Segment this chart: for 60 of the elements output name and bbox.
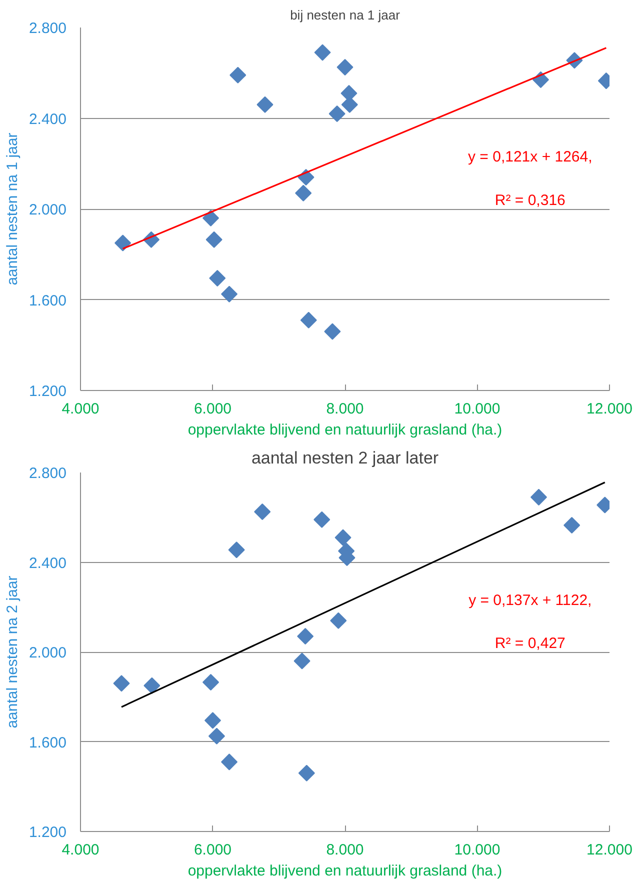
point	[294, 652, 310, 670]
point	[298, 168, 314, 186]
x-tick-label: 8.000	[326, 400, 364, 418]
point	[314, 44, 331, 61]
y-tick-label: 1.600	[28, 734, 67, 752]
point	[330, 612, 347, 629]
x-tick-label: 4.000	[62, 842, 100, 858]
chart-title: aantal nesten 2 jaar later	[251, 448, 439, 468]
y-tick-label: 2.400	[28, 110, 67, 128]
y-tick-label: 2.800	[28, 465, 67, 482]
point	[114, 234, 132, 252]
x-axis-title: oppervlakte blijvend en natuurlijk grasland (ha.)	[188, 422, 502, 438]
point	[530, 488, 548, 506]
annotation: R² = 0,316	[494, 192, 566, 209]
y-tick-label: 2.800	[28, 20, 67, 37]
point	[208, 728, 225, 744]
point	[324, 323, 341, 340]
point	[314, 511, 330, 528]
annotation: y = 0,121x + 1264,	[468, 148, 592, 166]
y-tick-label: 1.200	[28, 824, 67, 841]
chart-title: bij nesten na 1 jaar	[290, 8, 401, 22]
point	[334, 529, 352, 546]
point	[209, 270, 226, 286]
point	[256, 96, 274, 113]
y-tick-label: 2.000	[28, 644, 67, 662]
y-tick-label: 2.000	[28, 202, 67, 218]
annotation: R² = 0,427	[494, 635, 566, 652]
point	[221, 754, 238, 770]
y-tick-label: 1.600	[28, 292, 67, 310]
y-axis-title: aantal nesten na 1 jaar	[4, 132, 21, 286]
point	[298, 764, 315, 782]
point	[564, 516, 580, 534]
point	[297, 628, 314, 645]
x-tick-label: 12.000	[586, 400, 632, 418]
x-tick-label: 4.000	[62, 400, 100, 418]
x-tick-label: 10.000	[454, 842, 500, 858]
point	[328, 105, 346, 122]
y-tick-label: 1.200	[28, 383, 67, 400]
point	[113, 675, 130, 692]
point	[300, 312, 317, 328]
point	[221, 286, 238, 302]
y-axis-title: aantal nesten na 2 jaar	[4, 576, 21, 728]
point	[204, 712, 222, 729]
x-tick-label: 6.000	[194, 842, 232, 858]
y-tick-label: 2.400	[28, 554, 67, 572]
x-tick-label: 12.000	[586, 842, 632, 858]
x-tick-label: 8.000	[326, 842, 364, 858]
point	[230, 66, 246, 84]
point	[295, 184, 312, 202]
x-tick-label: 10.000	[454, 400, 500, 418]
point	[254, 503, 271, 520]
point	[336, 58, 354, 76]
point	[144, 677, 160, 694]
point	[202, 210, 220, 226]
point	[228, 542, 245, 558]
x-tick-label: 6.000	[194, 400, 232, 418]
annotation: y = 0,137x + 1122,	[468, 592, 592, 609]
point	[206, 231, 222, 248]
point	[202, 674, 220, 691]
x-axis-title: oppervlakte blijvend en natuurlijk grasland (ha.)	[188, 862, 502, 880]
